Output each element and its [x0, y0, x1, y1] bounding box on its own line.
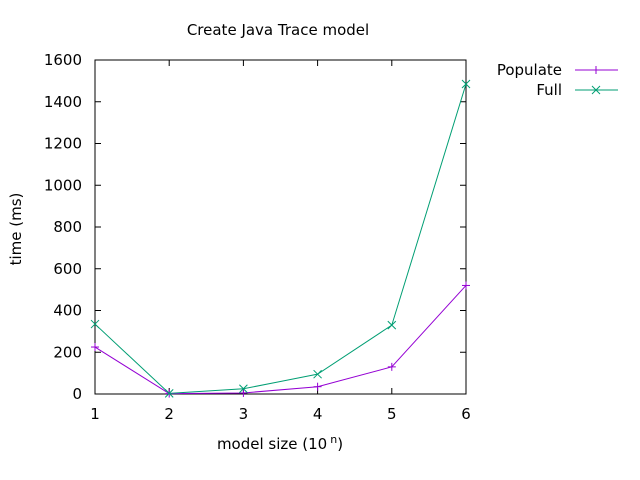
x-tick-label: 5: [387, 405, 397, 423]
legend-marker-populate: [592, 66, 600, 74]
series-line-populate: [94, 285, 467, 395]
y-tick-label: 1400: [44, 93, 82, 111]
x-tick-label: 1: [90, 405, 100, 423]
y-tick-label: 600: [53, 260, 82, 278]
y-tick-label: 800: [53, 218, 82, 236]
data-point-full: [387, 320, 397, 330]
data-point-populate: [91, 343, 99, 352]
x-axis-label: model size (10 n): [217, 433, 343, 453]
data-point-populate: [387, 362, 396, 371]
data-point-full: [313, 369, 322, 379]
legend-label-populate: Populate: [497, 61, 562, 79]
legend-marker-full: [591, 85, 601, 95]
x-tick-label: 6: [461, 405, 471, 423]
x-tick-label: 4: [313, 405, 323, 423]
plot-area: 0 200 400 600 800 1000 1200 1400 1600 1 2 3 4 5 6: [44, 51, 471, 423]
data-point-populate: [313, 382, 322, 391]
x-axis-label-superscript: n: [330, 433, 337, 446]
data-point-full: [164, 389, 174, 398]
data-point-populate: [239, 388, 248, 397]
x-axis-label-suffix: ): [337, 435, 343, 453]
y-tick-label: 0: [72, 385, 82, 403]
y-tick-label: 1600: [44, 51, 82, 69]
plot-border: [94, 59, 467, 395]
legend-label-full: Full: [536, 81, 562, 99]
chart-title: Create Java Trace model: [187, 21, 369, 39]
data-point-full: [90, 319, 100, 329]
y-tick-label: 1000: [44, 176, 82, 194]
data-point-full: [239, 384, 248, 394]
y-axis-label: time (ms): [7, 193, 25, 266]
x-axis-label-main: model size (10: [217, 435, 327, 453]
x-tick-label: 2: [164, 405, 174, 423]
data-point-populate: [462, 281, 470, 290]
y-tick-label: 1200: [44, 135, 82, 153]
legend: Populate Full: [497, 61, 618, 99]
x-tick-label: 3: [239, 405, 249, 423]
y-tick-label: 200: [53, 343, 82, 361]
y-tick-label: 400: [53, 302, 82, 320]
series-line-full: [94, 83, 467, 394]
data-point-full: [461, 79, 471, 89]
